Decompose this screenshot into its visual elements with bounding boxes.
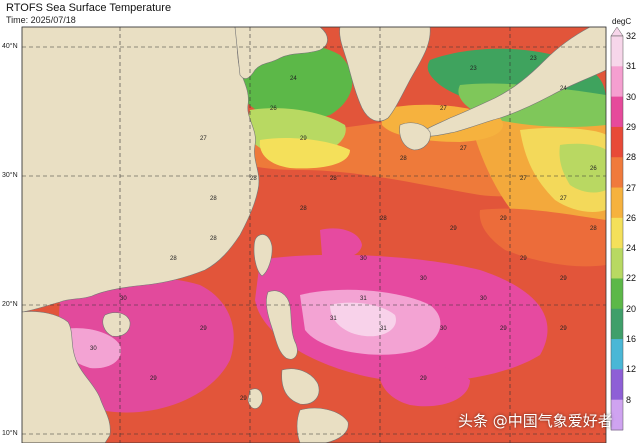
contour-label: 29 [200, 326, 207, 332]
contour-label: 28 [330, 176, 337, 182]
contour-label: 31 [380, 326, 387, 332]
contour-label: 23 [530, 56, 537, 62]
colorbar-segment [611, 369, 623, 401]
map-title: RTOFS Sea Surface Temperature [6, 2, 172, 14]
map-frame [21, 26, 607, 443]
contour-label: 27 [440, 106, 447, 112]
colorbar-tick-label: 31 [626, 61, 637, 72]
map-time: Time: 2025/07/18 [6, 15, 76, 25]
contour-label: 30 [120, 296, 127, 302]
contour-label: 28 [170, 256, 177, 262]
contour-label: 26 [270, 106, 277, 112]
contour-labels: 29 28 28 27 27 27 26 28 28 29 29 29 30 30 31 31 31 30 29 29… [90, 56, 597, 402]
contour-label: 26 [590, 166, 597, 172]
colorbar-segment [611, 339, 623, 370]
contour-label: 29 [150, 376, 157, 382]
colorbar-tick-label: 29 [626, 121, 637, 132]
colorbar-segment [611, 187, 623, 219]
contour-label: 29 [560, 326, 567, 332]
colorbar-segment [611, 36, 623, 67]
colorbar-unit: degC [612, 17, 632, 26]
colorbar-top-arrow [610, 26, 624, 37]
colorbar-tick-label: 22 [626, 273, 637, 284]
colorbar-segment [611, 126, 623, 158]
lat-label-20n: 20°N [2, 301, 18, 308]
contour-label: 24 [290, 76, 297, 82]
colorbar-tick-label: 26 [626, 212, 637, 223]
colorbar-segment [611, 157, 623, 189]
contour-label: 27 [460, 146, 467, 152]
warm-pools [59, 228, 548, 413]
contour-label: 29 [520, 256, 527, 262]
contour-label: 28 [250, 176, 257, 182]
contour-label: 28 [590, 226, 597, 232]
contour-label: 30 [90, 346, 97, 352]
contour-label: 27 [200, 136, 207, 142]
colorbar-segment [611, 278, 623, 310]
colorbar-tick-label: 8 [626, 394, 632, 405]
contour-label: 27 [560, 196, 567, 202]
colorbar-segment [611, 66, 623, 98]
colorbar-tick-label: 27 [626, 182, 637, 193]
contour-label: 30 [360, 256, 367, 262]
contour-label: 29 [300, 136, 307, 142]
contour-label: 29 [560, 276, 567, 282]
colorbar-segment [611, 248, 623, 279]
contour-label: 30 [480, 296, 487, 302]
lat-label-40n: 40°N [2, 43, 18, 50]
contour-label: 30 [420, 276, 427, 282]
graticule [22, 27, 606, 443]
colorbar-segment [611, 96, 623, 128]
colorbar-segment [611, 399, 623, 431]
lat-label-30n: 30°N [2, 172, 18, 179]
colorbar-tick-label: 30 [626, 91, 637, 102]
contour-label: 27 [520, 176, 527, 182]
colorbar-tick-label: 16 [626, 334, 637, 345]
cool-gradient [230, 108, 606, 267]
colorbar-tick-label: 20 [626, 303, 637, 314]
contour-label: 29 [500, 216, 507, 222]
contour-label: 29 [240, 396, 247, 402]
contour-label: 28 [400, 156, 407, 162]
contour-label: 31 [330, 316, 337, 322]
watermark: 头条 @中国气象爱好者 [458, 412, 613, 430]
colorbar-tick-label: 32 [626, 31, 637, 41]
contour-label: 28 [300, 206, 307, 212]
lat-label-10n: 10°N [2, 430, 18, 437]
contour-label: 29 [450, 226, 457, 232]
colorbar-tick-label: 24 [626, 243, 637, 254]
contour-label: 24 [560, 86, 567, 92]
contour-label: 29 [420, 376, 427, 382]
contour-label: 28 [210, 236, 217, 242]
colorbar-tick-label: 28 [626, 152, 637, 163]
contour-label: 23 [470, 66, 477, 72]
colorbar [610, 26, 624, 431]
land [21, 26, 607, 443]
contour-label: 29 [500, 326, 507, 332]
colorbar-frame [610, 35, 624, 431]
contour-label: 28 [210, 196, 217, 202]
contour-label: 28 [380, 216, 387, 222]
contour-label: 31 [360, 296, 367, 302]
contour-label: 30 [440, 326, 447, 332]
colorbar-segment [611, 308, 623, 340]
colorbar-segment [611, 217, 623, 249]
colorbar-tick-label: 12 [626, 364, 637, 375]
